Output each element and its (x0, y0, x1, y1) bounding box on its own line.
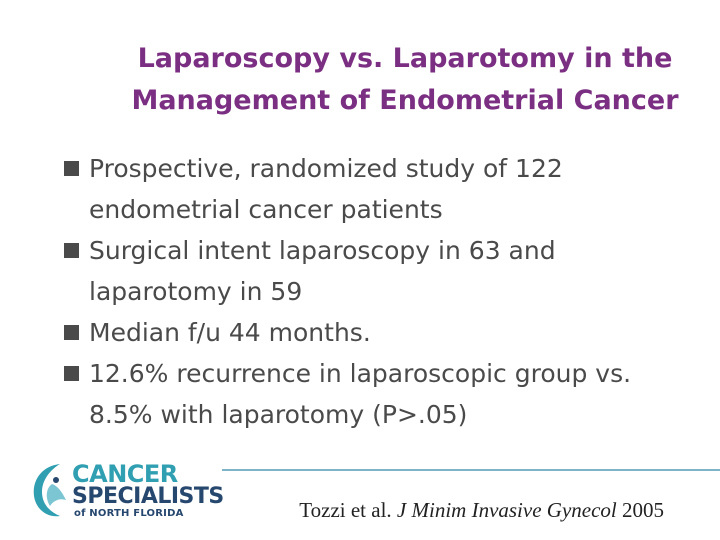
square-bullet-icon (64, 161, 79, 176)
cancer-specialists-logo: CANCER SPECIALISTS of NORTH FLORIDA (30, 458, 224, 524)
bullet-text-line-1: Median f/u 44 months. (89, 318, 371, 347)
square-bullet-icon (64, 325, 79, 340)
bullet-text-line-1: 12.6% recurrence in laparoscopic group v… (89, 359, 632, 388)
citation-journal: J Minim Invasive Gynecol (396, 498, 617, 522)
citation: Tozzi et al. J Minim Invasive Gynecol 20… (299, 498, 664, 523)
bullet-text-line-2: laparotomy in 59 (89, 277, 303, 306)
bullet-item: Median f/u 44 months. (64, 312, 704, 353)
bullet-text-line-1: Prospective, randomized study of 122 (89, 154, 563, 183)
citation-year: 2005 (622, 498, 664, 522)
slide-title: Laparoscopy vs. Laparotomy in the Manage… (100, 38, 710, 122)
title-line-2: Management of Endometrial Cancer (131, 85, 679, 116)
bullet-text-line-2: endometrial cancer patients (89, 195, 443, 224)
logo-text-cancer: CANCER (72, 460, 178, 488)
bullet-item: Surgical intent laparoscopy in 63 and la… (64, 230, 704, 312)
bullet-item: 12.6% recurrence in laparoscopic group v… (64, 353, 704, 435)
citation-authors: Tozzi et al. (299, 498, 392, 522)
square-bullet-icon (64, 243, 79, 258)
square-bullet-icon (64, 366, 79, 381)
bullet-item: Prospective, randomized study of 122 end… (64, 148, 704, 230)
logo-text-specialists: SPECIALISTS (72, 484, 224, 509)
bullet-text-line-1: Surgical intent laparoscopy in 63 and (89, 236, 556, 265)
footer-divider (222, 469, 720, 471)
logo-swirl-icon (33, 464, 66, 517)
bullet-list: Prospective, randomized study of 122 end… (64, 148, 704, 435)
logo-text-region: of NORTH FLORIDA (74, 508, 184, 519)
title-line-1: Laparoscopy vs. Laparotomy in the (137, 43, 673, 74)
bullet-text-line-2: 8.5% with laparotomy (P>.05) (89, 400, 468, 429)
